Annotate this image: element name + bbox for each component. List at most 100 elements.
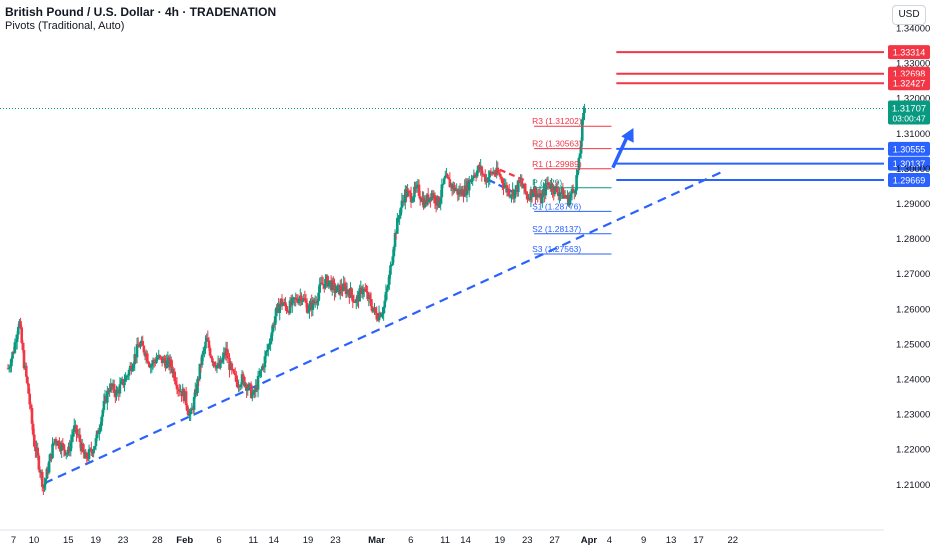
candle-body bbox=[446, 174, 449, 178]
candle-body bbox=[470, 178, 473, 182]
candle-body bbox=[330, 280, 334, 291]
candle-body bbox=[10, 358, 13, 367]
candle-body bbox=[342, 283, 345, 291]
candle-body bbox=[399, 207, 403, 216]
candle-body bbox=[473, 175, 477, 177]
y-tick-label: 1.22000 bbox=[896, 445, 930, 456]
candle-body bbox=[184, 391, 188, 406]
candle-body bbox=[14, 341, 18, 343]
pivot-label-r2: R2 (1.30563) bbox=[532, 139, 582, 149]
candle-body bbox=[151, 360, 155, 365]
candle-body bbox=[245, 384, 248, 391]
candle-body bbox=[354, 299, 358, 303]
candle-body bbox=[271, 324, 275, 333]
y-tick-label: 1.21000 bbox=[896, 480, 930, 491]
candle-body bbox=[106, 390, 109, 403]
candle-body bbox=[196, 378, 199, 394]
last-price-value: 1.31707 bbox=[892, 103, 926, 114]
candle-body bbox=[263, 356, 267, 368]
candle-body bbox=[365, 290, 368, 292]
candle-body bbox=[115, 389, 118, 397]
y-tick-label: 1.27000 bbox=[896, 269, 930, 280]
candle-body bbox=[562, 195, 566, 199]
y-tick-label: 1.33000 bbox=[896, 59, 930, 70]
candle-body bbox=[483, 174, 487, 182]
candle-body bbox=[327, 280, 331, 287]
candle-body bbox=[29, 404, 33, 408]
price-axis[interactable]: 1.34000 1.33000 1.32000 1.31000 1.30000 1.290… bbox=[896, 24, 930, 491]
x-tick-label: 14 bbox=[269, 535, 280, 546]
time-axis[interactable]: 7 10 15 19 23 28 Feb 6 11 14 19 23 Mar 6 11 14 19 23 27 Apr… bbox=[0, 529, 884, 546]
y-tick-label: 1.32000 bbox=[896, 94, 930, 105]
candle-body bbox=[123, 381, 126, 386]
candle-body bbox=[320, 282, 324, 284]
candle-body bbox=[510, 195, 513, 197]
symbol-title[interactable]: British Pound / U.S. Dollar · 4h · TRADE… bbox=[5, 5, 277, 19]
candle-body bbox=[316, 301, 319, 303]
candle-body bbox=[206, 338, 210, 341]
candle-body bbox=[523, 183, 527, 192]
candle-body bbox=[408, 191, 412, 193]
candle-body bbox=[207, 340, 211, 349]
candle-body bbox=[369, 299, 373, 307]
x-tick-label: 9 bbox=[641, 535, 646, 546]
candle-body bbox=[40, 472, 44, 487]
candle-body bbox=[54, 439, 58, 444]
candle-body bbox=[300, 295, 303, 302]
candle-body bbox=[318, 284, 321, 293]
candle-body bbox=[534, 186, 537, 198]
candle-body bbox=[541, 194, 544, 204]
candle-body bbox=[22, 350, 26, 369]
candle-body bbox=[146, 353, 149, 362]
candle-body bbox=[133, 354, 137, 365]
candle-body bbox=[536, 193, 540, 196]
candle-body bbox=[92, 449, 95, 454]
candle-body bbox=[290, 297, 294, 306]
candle-body bbox=[247, 383, 251, 388]
currency-button[interactable]: USD bbox=[892, 5, 926, 25]
candle-body bbox=[90, 448, 93, 452]
candle-body bbox=[570, 188, 574, 194]
candle-body bbox=[554, 186, 558, 188]
candle-body bbox=[82, 444, 85, 453]
candle-body bbox=[447, 177, 451, 180]
candle-body bbox=[38, 469, 42, 473]
candle-body bbox=[44, 478, 47, 485]
candle-body bbox=[526, 194, 529, 200]
candle-body bbox=[413, 186, 416, 198]
candle-body bbox=[132, 364, 135, 369]
candle-body bbox=[374, 307, 377, 313]
candle-body bbox=[118, 384, 122, 394]
indicator-legend[interactable]: Pivots (Traditional, Auto) bbox=[5, 20, 125, 32]
candle-body bbox=[126, 375, 130, 377]
candle-body bbox=[102, 400, 106, 410]
last-price-badge bbox=[888, 100, 930, 125]
candle-body bbox=[86, 458, 90, 460]
candle-body bbox=[36, 447, 40, 456]
resistance-2-tag-label: 1.32698 bbox=[893, 69, 926, 79]
candle-body bbox=[398, 215, 401, 218]
candle-body bbox=[285, 306, 288, 312]
candle-body bbox=[577, 157, 581, 171]
candle-body bbox=[392, 246, 396, 257]
candle-body bbox=[275, 307, 278, 317]
support-1-tag bbox=[888, 141, 930, 156]
candle-body bbox=[20, 327, 24, 343]
candle-body bbox=[241, 374, 245, 377]
candle-body bbox=[280, 298, 284, 306]
candle-body bbox=[311, 299, 315, 310]
candle-body bbox=[198, 363, 202, 380]
candle-body bbox=[412, 197, 415, 201]
candle-body bbox=[370, 306, 374, 312]
x-tick-label: 28 bbox=[152, 535, 163, 546]
candle-body bbox=[297, 298, 301, 303]
x-tick-label: 4 bbox=[607, 535, 612, 546]
candle-body bbox=[189, 410, 192, 415]
candle-body bbox=[358, 288, 361, 302]
candle-body bbox=[269, 341, 272, 344]
candle-body bbox=[553, 186, 557, 195]
candle-body bbox=[382, 307, 385, 314]
candle-body bbox=[155, 359, 158, 364]
